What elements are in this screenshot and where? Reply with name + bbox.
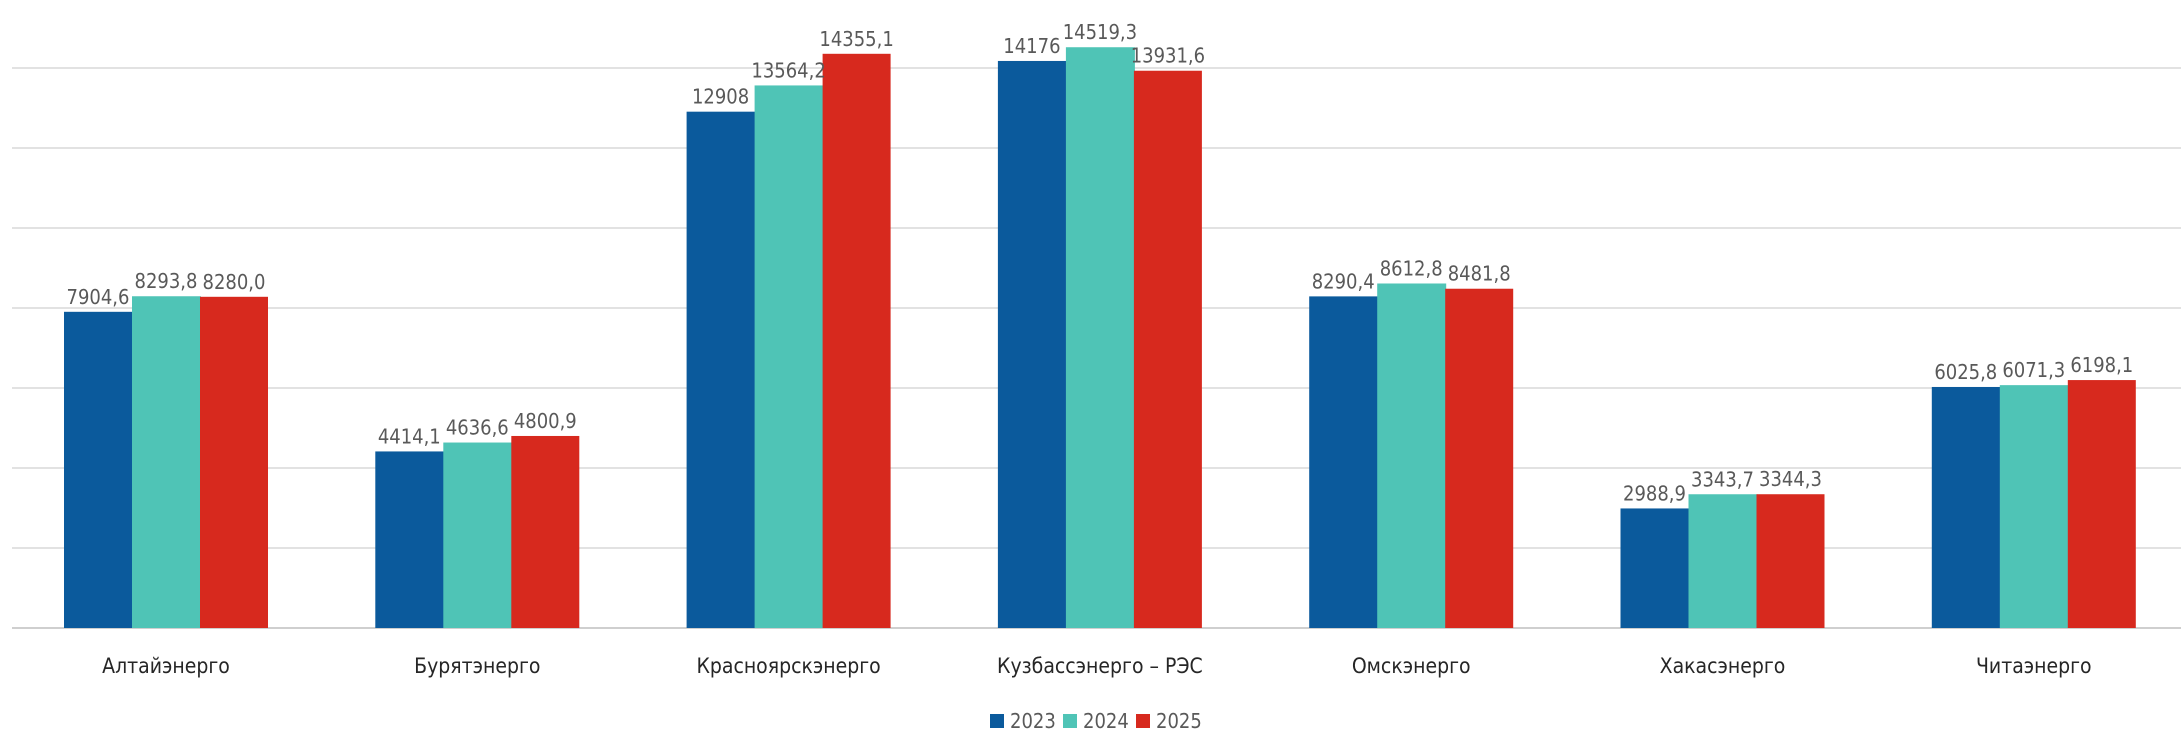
bar-2024-4 (1377, 283, 1447, 628)
value-label-2024-3: 14519,3 (1063, 20, 1137, 44)
legend-label-2025: 2025 (1156, 709, 1202, 733)
value-label-2024-0: 8293,8 (135, 269, 198, 293)
legend-label-2024: 2024 (1083, 709, 1129, 733)
legend-swatch-2024 (1063, 714, 1077, 728)
bar-2025-6 (2067, 380, 2136, 628)
value-label-2023-1: 4414,1 (378, 424, 441, 448)
legend-label-2023: 2023 (1010, 709, 1056, 733)
bar-2023-0 (64, 311, 133, 628)
bar-2025-0 (200, 296, 268, 628)
value-label-2023-5: 2988,9 (1623, 481, 1686, 505)
value-label-2023-2: 12908 (692, 85, 749, 109)
legend-swatch-2025 (1136, 714, 1150, 728)
bar-2025-5 (1756, 494, 1825, 628)
value-label-2025-6: 6198,1 (2070, 353, 2133, 377)
bar-2024-0 (132, 296, 201, 628)
value-label-2024-4: 8612,8 (1380, 256, 1443, 280)
value-label-2024-1: 4636,6 (446, 416, 509, 440)
legend: 2023 2024 2025 (990, 709, 1202, 733)
category-label-3: Кузбассэнерго – РЭС (997, 654, 1203, 678)
value-label-2025-2: 14355,1 (819, 27, 893, 51)
value-label-2025-4: 8481,8 (1448, 262, 1511, 286)
legend-swatch-2023 (990, 714, 1004, 728)
category-label-2: Красноярскэнерго (696, 654, 880, 678)
value-label-2023-3: 14176 (1003, 34, 1060, 58)
value-label-2025-1: 4800,9 (514, 409, 577, 433)
bar-2025-1 (511, 435, 580, 628)
bar-2023-5 (1620, 508, 1690, 628)
value-label-2023-4: 8290,4 (1312, 269, 1375, 293)
category-label-0: Алтайэнерго (102, 654, 230, 678)
value-label-2025-5: 3344,3 (1759, 467, 1822, 491)
bars (64, 47, 2136, 629)
bar-2025-3 (1133, 70, 1202, 628)
value-label-2024-6: 6071,3 (2002, 358, 2065, 382)
bar-2024-6 (1999, 385, 2069, 628)
category-label-6: Читаэнерго (1976, 654, 2092, 678)
bar-2024-3 (1065, 47, 1135, 628)
bar-2025-4 (1445, 288, 1514, 628)
bar-2023-3 (997, 60, 1067, 628)
category-label-4: Омскэнерго (1352, 654, 1471, 678)
value-label-2023-0: 7904,6 (67, 285, 130, 309)
category-labels: Алтайэнерго Бурятэнерго Красноярскэнерго Ку… (102, 654, 2091, 678)
bar-2024-2 (754, 85, 824, 628)
bar-2023-6 (1931, 386, 2001, 628)
category-label-1: Бурятэнерго (414, 654, 540, 678)
bar-2025-2 (822, 53, 891, 628)
bar-2023-4 (1309, 296, 1379, 628)
value-label-2024-5: 3343,7 (1691, 467, 1754, 491)
value-label-2025-3: 13931,6 (1131, 44, 1205, 68)
value-label-2024-2: 13564,2 (751, 58, 825, 82)
bar-2024-1 (443, 442, 513, 628)
bar-2024-5 (1688, 494, 1758, 628)
value-label-2023-6: 6025,8 (1934, 360, 1997, 384)
bar-2023-1 (375, 451, 445, 628)
bar-2023-2 (686, 111, 756, 629)
value-label-2025-0: 8280,0 (203, 270, 266, 294)
category-label-5: Хакасэнерго (1660, 654, 1786, 678)
